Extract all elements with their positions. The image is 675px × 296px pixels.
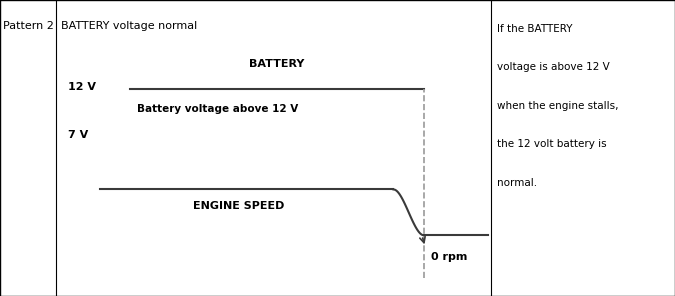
Text: voltage is above 12 V: voltage is above 12 V — [497, 62, 610, 72]
Text: when the engine stalls,: when the engine stalls, — [497, 101, 618, 111]
Text: 7 V: 7 V — [68, 130, 88, 140]
Text: 0 rpm: 0 rpm — [431, 252, 467, 262]
Text: Battery voltage above 12 V: Battery voltage above 12 V — [137, 104, 298, 114]
Text: BATTERY: BATTERY — [249, 59, 304, 69]
Text: normal.: normal. — [497, 178, 537, 188]
Text: If the BATTERY: If the BATTERY — [497, 24, 572, 34]
Text: ENGINE SPEED: ENGINE SPEED — [193, 201, 285, 211]
Text: Pattern 2: Pattern 2 — [3, 21, 54, 31]
Text: the 12 volt battery is: the 12 volt battery is — [497, 139, 606, 149]
Text: 12 V: 12 V — [68, 82, 96, 92]
Text: BATTERY voltage normal: BATTERY voltage normal — [61, 21, 198, 31]
